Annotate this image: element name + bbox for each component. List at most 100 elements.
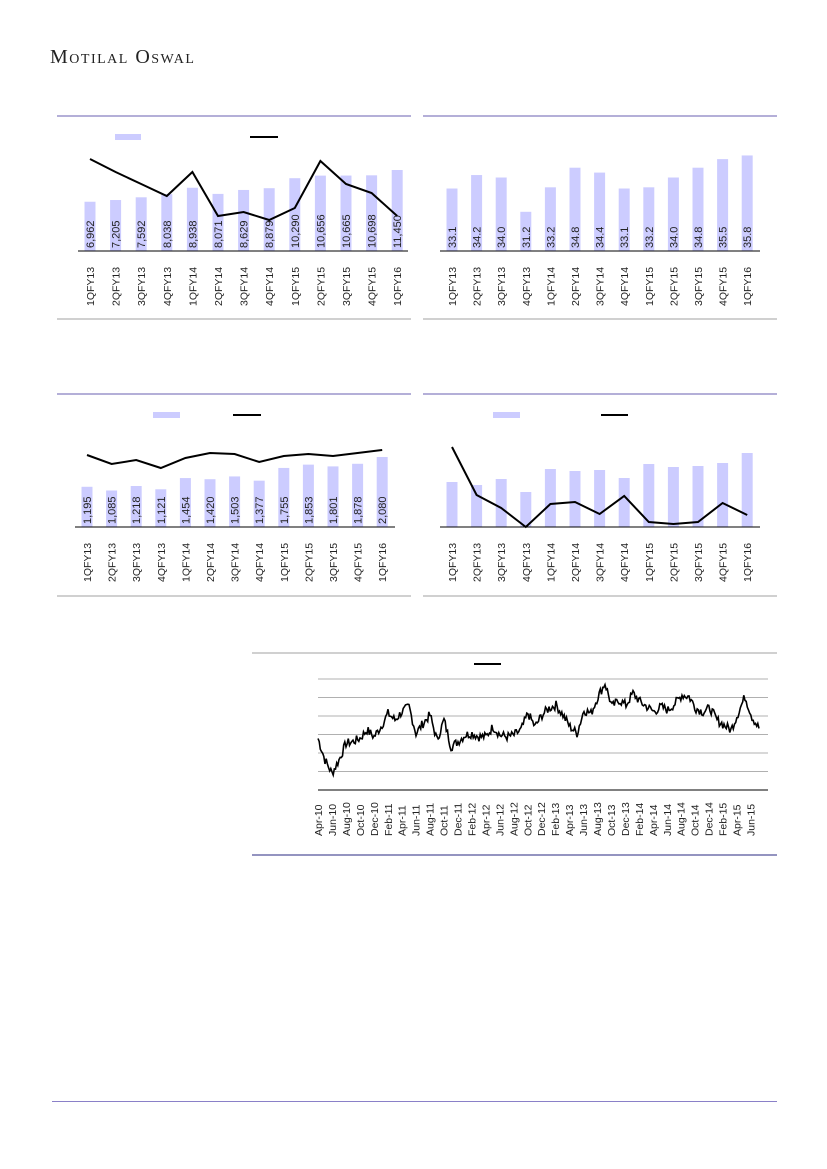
- bar: [161, 194, 173, 251]
- footer-rule: [52, 1101, 777, 1102]
- x-tick-label: 4QFY13: [156, 543, 168, 582]
- bar-data-label: 1,377: [254, 496, 266, 524]
- bar-data-label: 1,121: [156, 496, 168, 524]
- bar-data-label: 1,454: [180, 496, 192, 524]
- bar: [495, 177, 507, 251]
- bar: [520, 492, 532, 527]
- bar: [520, 211, 532, 251]
- x-tick-label: 3QFY14: [230, 543, 242, 582]
- x-tick-label: 2QFY13: [111, 267, 123, 306]
- x-tick-label: 2QFY15: [668, 267, 680, 306]
- company-logo: Motilal Oswal: [50, 46, 196, 68]
- x-tick-label: Aug-14: [676, 802, 688, 836]
- bar-data-label: 34.0: [496, 227, 508, 248]
- bar-data-label: 35.8: [742, 227, 754, 248]
- bar-data-label: 33.1: [619, 227, 631, 248]
- bar-data-label: 8,629: [239, 220, 251, 248]
- x-tick-label: 2QFY15: [315, 267, 327, 306]
- x-tick-label: Dec-14: [704, 802, 716, 836]
- bar-data-label: 34.8: [693, 227, 705, 248]
- x-tick-label: Feb-13: [550, 803, 562, 836]
- bar-data-label: 2,080: [377, 496, 389, 524]
- bar-data-label: 8,938: [187, 220, 199, 248]
- x-tick-label: 1QFY13: [85, 267, 97, 306]
- bar: [130, 486, 142, 527]
- x-tick-label: 4QFY14: [264, 267, 276, 306]
- bar-data-label: 6,962: [85, 220, 97, 248]
- bar: [618, 478, 630, 527]
- x-tick-label: 4QFY15: [718, 543, 730, 582]
- bar: [569, 167, 581, 251]
- bar-data-label: 8,879: [264, 220, 276, 248]
- x-tick-label: 1QFY15: [644, 543, 656, 582]
- bar: [495, 479, 507, 527]
- bar: [253, 480, 265, 527]
- bar: [692, 167, 704, 251]
- bar: [302, 464, 314, 527]
- bar: [643, 464, 655, 527]
- bar: [594, 470, 606, 527]
- bar-data-label: 1,195: [82, 496, 94, 524]
- bar-data-label: 33.2: [545, 227, 557, 248]
- bar: [84, 201, 96, 251]
- x-tick-label: Apr-10: [313, 804, 325, 836]
- bar: [106, 490, 118, 527]
- x-tick-label: Feb-15: [718, 803, 730, 836]
- legend-bar-swatch: [153, 412, 180, 418]
- bar: [135, 197, 147, 251]
- bar: [352, 463, 364, 527]
- bar: [391, 170, 403, 251]
- x-tick-label: 2QFY14: [205, 543, 217, 582]
- x-tick-label: 4QFY13: [521, 543, 533, 582]
- bar: [569, 471, 581, 527]
- legend-bar-swatch: [115, 134, 141, 140]
- line-series: [89, 158, 398, 222]
- x-tick-label: 1QFY14: [545, 267, 557, 306]
- x-tick-label: 1QFY15: [644, 267, 656, 306]
- legend-bar-swatch: [493, 412, 520, 418]
- x-tick-label: Apr-12: [480, 804, 492, 836]
- bar: [544, 469, 556, 527]
- bar: [544, 187, 556, 251]
- x-tick-label: Jun-15: [745, 804, 757, 836]
- bar: [446, 188, 458, 251]
- x-tick-label: 1QFY16: [377, 543, 389, 582]
- bar-data-label: 34.2: [472, 227, 484, 248]
- chart-2: 33.1 1QFY13 34.2 2QFY13 34.0 3QFY13 31.2 4QFY13…: [440, 155, 760, 306]
- x-tick-label: 2QFY15: [668, 543, 680, 582]
- x-tick-label: Aug-12: [508, 802, 520, 836]
- x-tick-label: Feb-14: [634, 803, 646, 836]
- bar: [594, 172, 606, 251]
- x-tick-label: 4QFY13: [521, 267, 533, 306]
- bar: [186, 187, 198, 251]
- x-tick-label: 3QFY13: [136, 267, 148, 306]
- bar: [110, 200, 122, 251]
- line-series: [451, 446, 748, 529]
- x-tick-label: Dec-11: [453, 803, 465, 836]
- x-tick-label: 3QFY14: [595, 267, 607, 306]
- bar: [238, 189, 250, 251]
- x-tick-label: 2QFY13: [107, 543, 119, 582]
- x-tick-label: Oct-14: [690, 804, 702, 836]
- bar: [667, 177, 679, 251]
- x-tick-label: 1QFY14: [545, 543, 557, 582]
- x-tick-label: 1QFY16: [742, 267, 754, 306]
- bar-data-label: 7,205: [111, 220, 123, 248]
- x-tick-label: 1QFY13: [447, 543, 459, 582]
- x-tick-label: 4QFY15: [718, 267, 730, 306]
- bar: [667, 467, 679, 527]
- bar-data-label: 8,071: [213, 220, 225, 248]
- bar: [278, 467, 290, 527]
- bar-data-label: 34.8: [570, 227, 582, 248]
- bar-data-label: 34.4: [595, 227, 607, 248]
- bar: [229, 476, 241, 527]
- bar: [289, 178, 301, 251]
- bar-data-label: 8,038: [162, 220, 174, 248]
- bar-data-label: 10,665: [341, 214, 353, 248]
- x-tick-label: 3QFY15: [328, 543, 340, 582]
- x-tick-label: 4QFY14: [619, 543, 631, 582]
- x-tick-label: 1QFY13: [447, 267, 459, 306]
- x-tick-label: 1QFY16: [742, 543, 754, 582]
